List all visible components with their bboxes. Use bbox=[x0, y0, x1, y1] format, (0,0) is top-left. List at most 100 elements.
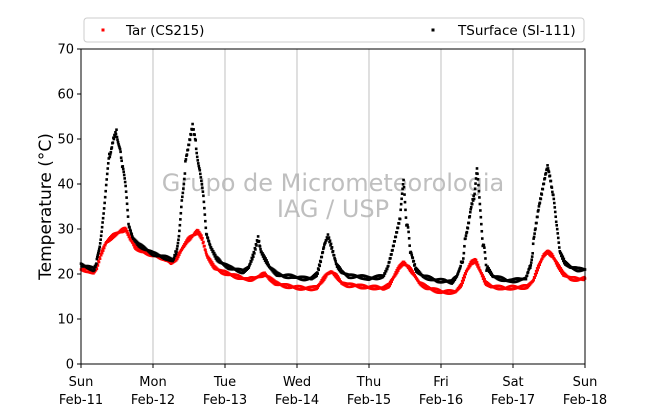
series-1-point bbox=[261, 255, 265, 258]
series-1-point bbox=[480, 229, 484, 233]
series-1-point bbox=[115, 128, 118, 132]
series-0-point bbox=[539, 260, 543, 264]
series-1-point bbox=[321, 250, 325, 254]
series-1-point bbox=[385, 267, 389, 271]
series-0-point bbox=[320, 278, 323, 282]
series-1-point bbox=[95, 257, 99, 261]
series-0-point bbox=[483, 282, 487, 285]
series-0-point bbox=[402, 260, 406, 264]
series-1-point bbox=[103, 195, 107, 199]
series-0-point bbox=[182, 245, 186, 249]
series-1-point bbox=[199, 176, 203, 179]
series-1-point bbox=[317, 268, 320, 272]
series-1-point bbox=[561, 257, 564, 260]
series-1-point bbox=[530, 258, 534, 262]
series-1-point bbox=[115, 135, 119, 139]
series-1-point bbox=[538, 201, 542, 205]
series-1-point bbox=[97, 249, 101, 253]
series-0-point bbox=[196, 229, 200, 232]
series-0-point bbox=[201, 236, 204, 240]
series-1-point bbox=[548, 174, 552, 178]
series-1-point bbox=[177, 234, 181, 238]
series-1-point bbox=[484, 257, 487, 260]
series-0-point bbox=[458, 284, 462, 287]
series-1-point bbox=[92, 266, 96, 270]
series-0-point bbox=[461, 276, 465, 280]
series-0-point bbox=[202, 240, 205, 244]
series-0-point bbox=[463, 275, 466, 279]
series-1-point bbox=[483, 246, 486, 249]
series-1-point bbox=[131, 235, 134, 238]
series-0-point bbox=[483, 277, 486, 281]
series-1-point bbox=[193, 133, 196, 137]
series-1-point bbox=[96, 253, 100, 257]
series-0-point bbox=[97, 260, 101, 264]
series-0-point bbox=[474, 258, 478, 262]
series-1-point bbox=[469, 205, 473, 209]
series-1-point bbox=[554, 220, 558, 224]
series-1-point bbox=[489, 270, 493, 274]
series-1-point bbox=[411, 256, 415, 260]
series-1-point bbox=[384, 269, 388, 273]
series-0-point bbox=[102, 246, 106, 250]
series-1-point bbox=[397, 222, 401, 225]
series-1-point bbox=[325, 239, 328, 242]
series-1-point bbox=[102, 212, 105, 215]
series-0-point bbox=[211, 265, 214, 268]
series-1-point bbox=[206, 236, 210, 240]
series-1-point bbox=[219, 259, 222, 263]
series-1-point bbox=[330, 246, 334, 249]
series-0-point bbox=[97, 259, 100, 262]
series-1-point bbox=[100, 225, 104, 229]
series-1-point bbox=[204, 226, 208, 230]
series-0-point bbox=[332, 273, 336, 277]
series-0-point bbox=[323, 276, 327, 280]
series-1-point bbox=[106, 167, 110, 170]
series-1-point bbox=[396, 226, 400, 230]
series-0-point bbox=[95, 267, 99, 271]
x-tick-label-date-1: Feb-12 bbox=[131, 393, 175, 408]
series-1-point bbox=[178, 223, 182, 227]
series-1-point bbox=[401, 183, 405, 186]
series-0-point bbox=[533, 276, 536, 279]
series-1-point bbox=[103, 201, 106, 205]
series-1-point bbox=[184, 158, 188, 161]
series-1-point bbox=[540, 193, 544, 196]
series-1-point bbox=[204, 219, 207, 223]
series-1-point bbox=[122, 173, 126, 177]
series-1-point bbox=[182, 187, 185, 190]
series-1-point bbox=[186, 148, 190, 152]
series-1-point bbox=[339, 267, 342, 271]
series-1-point bbox=[175, 250, 178, 253]
series-1-point bbox=[104, 183, 108, 187]
series-1-point bbox=[537, 205, 541, 208]
series-1-point bbox=[128, 226, 131, 229]
series-1-point bbox=[104, 189, 107, 193]
series-0-point bbox=[559, 267, 563, 270]
series-1-point bbox=[543, 176, 547, 180]
series-1-point bbox=[469, 207, 473, 211]
series-0-point bbox=[413, 273, 416, 277]
series-1-point bbox=[560, 253, 564, 257]
series-1-point bbox=[480, 222, 483, 226]
series-0-point bbox=[462, 278, 465, 282]
series-1-point bbox=[410, 253, 414, 257]
series-1-point bbox=[218, 258, 221, 261]
series-1-point bbox=[406, 223, 409, 227]
series-0-point bbox=[460, 279, 464, 283]
series-1-point bbox=[546, 167, 550, 170]
x-tick-label-date-2: Feb-13 bbox=[203, 393, 247, 408]
series-1-point bbox=[316, 272, 319, 275]
series-0-point bbox=[387, 282, 391, 285]
series-1-point bbox=[179, 218, 182, 221]
series-1-point bbox=[335, 265, 339, 268]
series-0-point bbox=[468, 262, 472, 266]
series-1-point bbox=[466, 226, 470, 230]
series-0-point bbox=[474, 260, 477, 264]
series-1-point bbox=[94, 265, 97, 269]
series-1-point bbox=[117, 142, 120, 146]
series-1-point bbox=[382, 274, 386, 277]
series-1-point bbox=[407, 237, 411, 240]
series-1-point bbox=[101, 216, 105, 220]
series-1-point bbox=[547, 170, 551, 174]
